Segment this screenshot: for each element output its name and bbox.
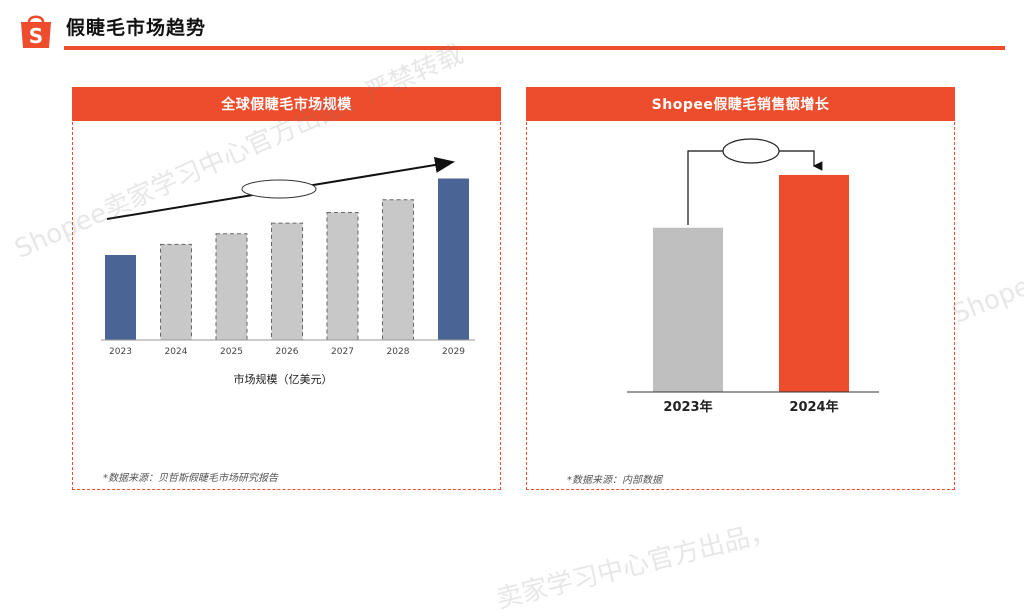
growth-rate-ellipse (722, 138, 780, 164)
x-tick-label: 2024 (165, 347, 188, 357)
bar-2024 (160, 243, 192, 341)
bar-2026 (271, 222, 303, 341)
logo-letter: S (29, 24, 43, 48)
shopee-sales-panel-title: Shopee假睫毛销售额增长 (526, 87, 955, 121)
bar-2023年 (653, 227, 723, 392)
x-tick-label: 2023年 (663, 399, 712, 415)
bar-2023 (105, 255, 136, 340)
title-divider (64, 46, 1005, 50)
market-size-caption: 市场规模（亿美元） (234, 372, 333, 386)
trend-growth-ellipse (241, 179, 317, 199)
bar-2024年 (779, 174, 849, 392)
page-title: 假睫毛市场趋势 (66, 17, 207, 39)
bar-2029 (438, 178, 469, 340)
shopee-sales-chart: 2023年 2024年 (627, 138, 879, 415)
bar-2025 (215, 233, 248, 341)
bar-2027 (326, 212, 359, 341)
x-tick-label: 2023 (109, 347, 132, 357)
watermark-text: 卖家学习中心官方出品， (493, 516, 779, 615)
bar-2028 (382, 199, 414, 341)
global-market-panel: 全球假睫毛市场规模 2023 2024 2025 2026 2027 2028 2029 市… (72, 87, 501, 490)
x-tick-label: 2029 (442, 347, 465, 357)
global-market-source-note: *数据来源：贝哲斯假睫毛市场研究报告 (103, 473, 278, 484)
watermark-text: Shope (948, 271, 1024, 330)
x-tick-label: 2027 (331, 347, 354, 357)
shopee-sales-panel: Shopee假睫毛销售额增长 2023年 2024年 *数据来源：内部数据 (526, 87, 955, 490)
shopee-bag-logo-icon: S (21, 15, 51, 48)
global-market-panel-title: 全球假睫毛市场规模 (72, 87, 501, 121)
x-tick-label: 2024年 (789, 399, 838, 415)
global-market-chart: 2023 2024 2025 2026 2027 2028 2029 市场规模（亿美元） (101, 157, 475, 386)
x-tick-label: 2025 (220, 347, 243, 357)
x-tick-label: 2026 (276, 347, 299, 357)
shopee-sales-source-note: *数据来源：内部数据 (567, 475, 662, 486)
x-tick-label: 2028 (387, 347, 410, 357)
